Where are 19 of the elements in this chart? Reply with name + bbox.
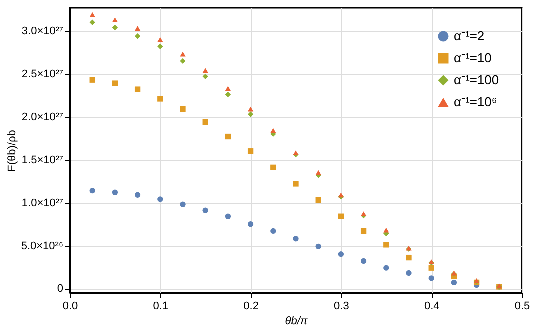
y-tick-label: 3.0×10²⁷ bbox=[22, 26, 64, 38]
y-tick-label: 0 bbox=[57, 283, 64, 296]
x-tick-label: 0.2 bbox=[244, 300, 259, 312]
legend-label: α⁻¹=10 bbox=[454, 50, 492, 66]
y-tick-label: 2.0×10²⁷ bbox=[22, 112, 64, 124]
y-tick-label: 2.5×10²⁷ bbox=[22, 68, 64, 81]
y-axis-title: F(θb)/ρb bbox=[6, 130, 18, 172]
x-tick-label: 0.4 bbox=[424, 300, 440, 312]
y-tick-label: 1.5×10²⁷ bbox=[22, 154, 64, 166]
x-tick-label: 0.5 bbox=[514, 300, 530, 312]
x-tick-label: 0.0 bbox=[62, 300, 78, 312]
legend-label: α⁻¹=10⁶ bbox=[454, 94, 498, 110]
x-tick-label: 0.3 bbox=[334, 300, 350, 312]
legend-label: α⁻¹=100 bbox=[454, 72, 500, 88]
x-tick-label: 0.1 bbox=[153, 300, 169, 312]
y-tick-label: 5.0×10²⁶ bbox=[21, 240, 64, 252]
x-axis-title: θb/π bbox=[285, 316, 308, 328]
legend-label: α⁻¹=2 bbox=[454, 28, 485, 44]
y-tick-label: 1.0×10²⁷ bbox=[22, 197, 64, 210]
